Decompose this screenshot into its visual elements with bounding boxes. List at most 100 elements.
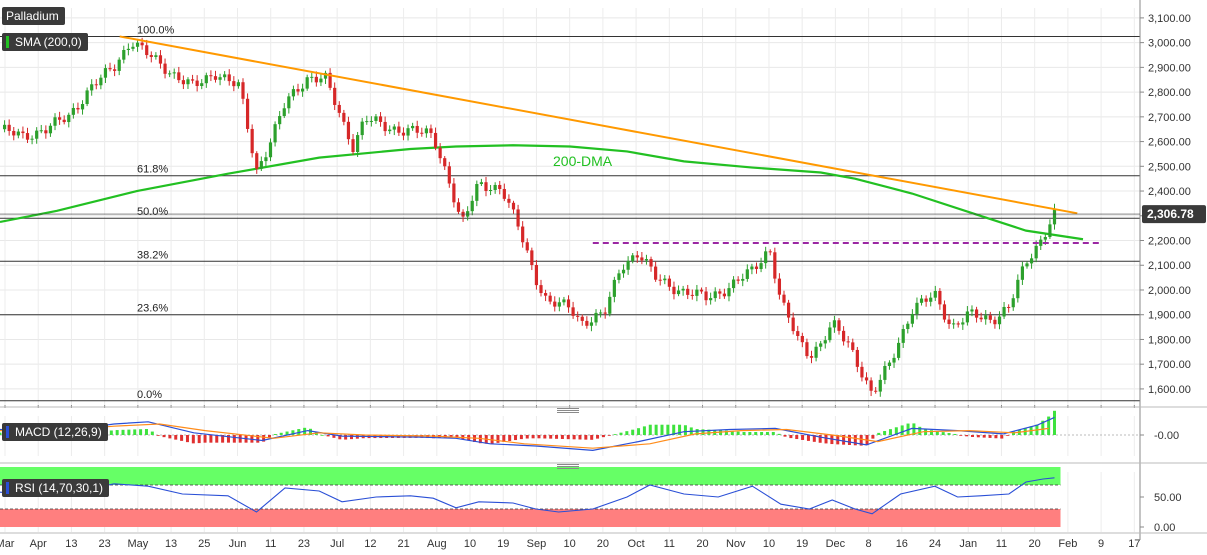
candle-body bbox=[213, 76, 218, 80]
macd-histogram-bar bbox=[139, 429, 143, 435]
candle-body bbox=[842, 330, 846, 342]
macd-histogram-bar bbox=[695, 429, 699, 435]
candle-body bbox=[819, 343, 823, 347]
candle-body bbox=[686, 288, 690, 295]
sma-annotation: 200-DMA bbox=[553, 153, 613, 169]
candle-body bbox=[241, 82, 245, 99]
macd-histogram-bar bbox=[601, 435, 605, 438]
candle-body bbox=[177, 72, 181, 81]
x-tick-label: 20 bbox=[696, 538, 708, 550]
candle-body bbox=[48, 125, 53, 134]
macd-histogram-bar bbox=[502, 435, 506, 442]
macd-histogram-bar bbox=[730, 431, 734, 435]
candle-body bbox=[525, 242, 529, 251]
candle-body bbox=[44, 130, 48, 134]
candle-body bbox=[218, 77, 222, 80]
candle-body bbox=[415, 125, 419, 133]
macd-histogram-bar bbox=[414, 435, 418, 438]
candle-body bbox=[860, 366, 864, 378]
macd-histogram-bar bbox=[683, 425, 687, 435]
candle-body bbox=[356, 135, 360, 152]
candle-body bbox=[282, 108, 286, 117]
candle-body bbox=[970, 309, 974, 312]
candle-body bbox=[209, 75, 213, 77]
macd-histogram-bar bbox=[654, 424, 658, 435]
candle-body bbox=[433, 132, 438, 148]
macd-histogram-bar bbox=[221, 435, 225, 443]
candle-body bbox=[369, 120, 373, 122]
candle-body bbox=[713, 291, 717, 299]
candle-body bbox=[823, 340, 827, 344]
macd-histogram-bar bbox=[332, 435, 336, 438]
candle-body bbox=[1052, 208, 1057, 225]
candle-body bbox=[617, 273, 621, 280]
candle-body bbox=[172, 72, 176, 74]
candle-body bbox=[140, 42, 144, 46]
macd-histogram-bar bbox=[209, 435, 213, 443]
candle-body bbox=[323, 72, 328, 79]
macd-histogram-bar bbox=[531, 435, 535, 439]
candle-body bbox=[250, 128, 254, 154]
candle-body bbox=[90, 84, 94, 91]
candle-body bbox=[1039, 239, 1043, 246]
candle-body bbox=[612, 279, 616, 297]
candle-body bbox=[640, 257, 644, 261]
pane-resize-handle-macd[interactable] bbox=[557, 408, 579, 413]
candle-body bbox=[594, 312, 598, 323]
candle-body bbox=[1016, 279, 1020, 299]
candle-body bbox=[58, 117, 62, 120]
candle-body bbox=[392, 126, 396, 130]
candle-body bbox=[1029, 258, 1034, 264]
candle-body bbox=[1020, 266, 1025, 280]
candle-body bbox=[631, 255, 635, 261]
candle-body bbox=[589, 322, 594, 326]
candle-body bbox=[1011, 298, 1015, 308]
y-tick-label: 2,900.00 bbox=[1148, 62, 1191, 74]
macd-histogram-bar bbox=[929, 430, 933, 435]
macd-histogram-bar bbox=[478, 435, 482, 444]
y-tick-label: 2,100.00 bbox=[1148, 260, 1191, 272]
macd-histogram-bar bbox=[959, 435, 963, 436]
candle-body bbox=[539, 285, 543, 294]
candle-body bbox=[1007, 306, 1011, 308]
macd-histogram-bar bbox=[771, 431, 775, 435]
macd-histogram-bar bbox=[115, 430, 119, 435]
macd-histogram-bar bbox=[765, 431, 769, 435]
pane-resize-handle-rsi[interactable] bbox=[557, 464, 579, 469]
x-tick-label: Nov bbox=[726, 538, 746, 550]
sma-200 bbox=[0, 144, 1084, 241]
macd-histogram-bar bbox=[1047, 416, 1051, 435]
candle-body bbox=[699, 289, 704, 292]
candle-body bbox=[727, 288, 731, 297]
candle-body bbox=[1025, 263, 1029, 267]
x-tick-label: 11 bbox=[996, 538, 1007, 550]
candle-body bbox=[195, 80, 199, 87]
candle-body bbox=[933, 290, 937, 298]
macd-histogram-bar bbox=[514, 435, 518, 441]
candle-body bbox=[952, 323, 956, 325]
candle-body bbox=[621, 269, 626, 274]
macd-histogram-bar bbox=[824, 435, 828, 444]
candle-body bbox=[186, 79, 190, 85]
macd-histogram-bar bbox=[801, 435, 805, 440]
candle-body bbox=[245, 98, 250, 129]
macd-histogram-bar bbox=[555, 435, 559, 439]
macd-histogram-bar bbox=[320, 434, 324, 436]
candle-body bbox=[869, 380, 873, 391]
candle-body bbox=[718, 291, 722, 294]
macd-histogram-bar bbox=[631, 429, 635, 435]
fibonacci-levels: 100.0% 61.8% 50.0% 38.2% 23.6% 0.0% bbox=[0, 24, 1140, 402]
macd-histogram-bar bbox=[812, 435, 816, 442]
macd-histogram-bar bbox=[455, 435, 459, 438]
candle-body bbox=[796, 331, 800, 337]
macd-histogram-bar bbox=[519, 435, 523, 440]
candle-body bbox=[7, 124, 11, 131]
candle-body bbox=[855, 349, 859, 367]
candle-body bbox=[264, 157, 268, 162]
x-tick-label: 10 bbox=[564, 538, 576, 550]
candle-body bbox=[919, 298, 924, 303]
macd-legend: MACD (12,26,9) bbox=[2, 423, 108, 441]
candle-body bbox=[672, 286, 676, 295]
candle-body bbox=[993, 319, 997, 325]
